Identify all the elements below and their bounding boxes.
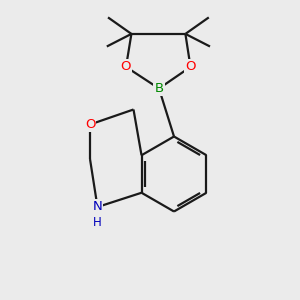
Text: N: N	[93, 200, 102, 214]
Text: B: B	[154, 82, 164, 95]
Text: O: O	[85, 118, 95, 131]
Text: O: O	[185, 60, 196, 74]
Text: H: H	[93, 216, 102, 229]
Text: O: O	[121, 60, 131, 74]
